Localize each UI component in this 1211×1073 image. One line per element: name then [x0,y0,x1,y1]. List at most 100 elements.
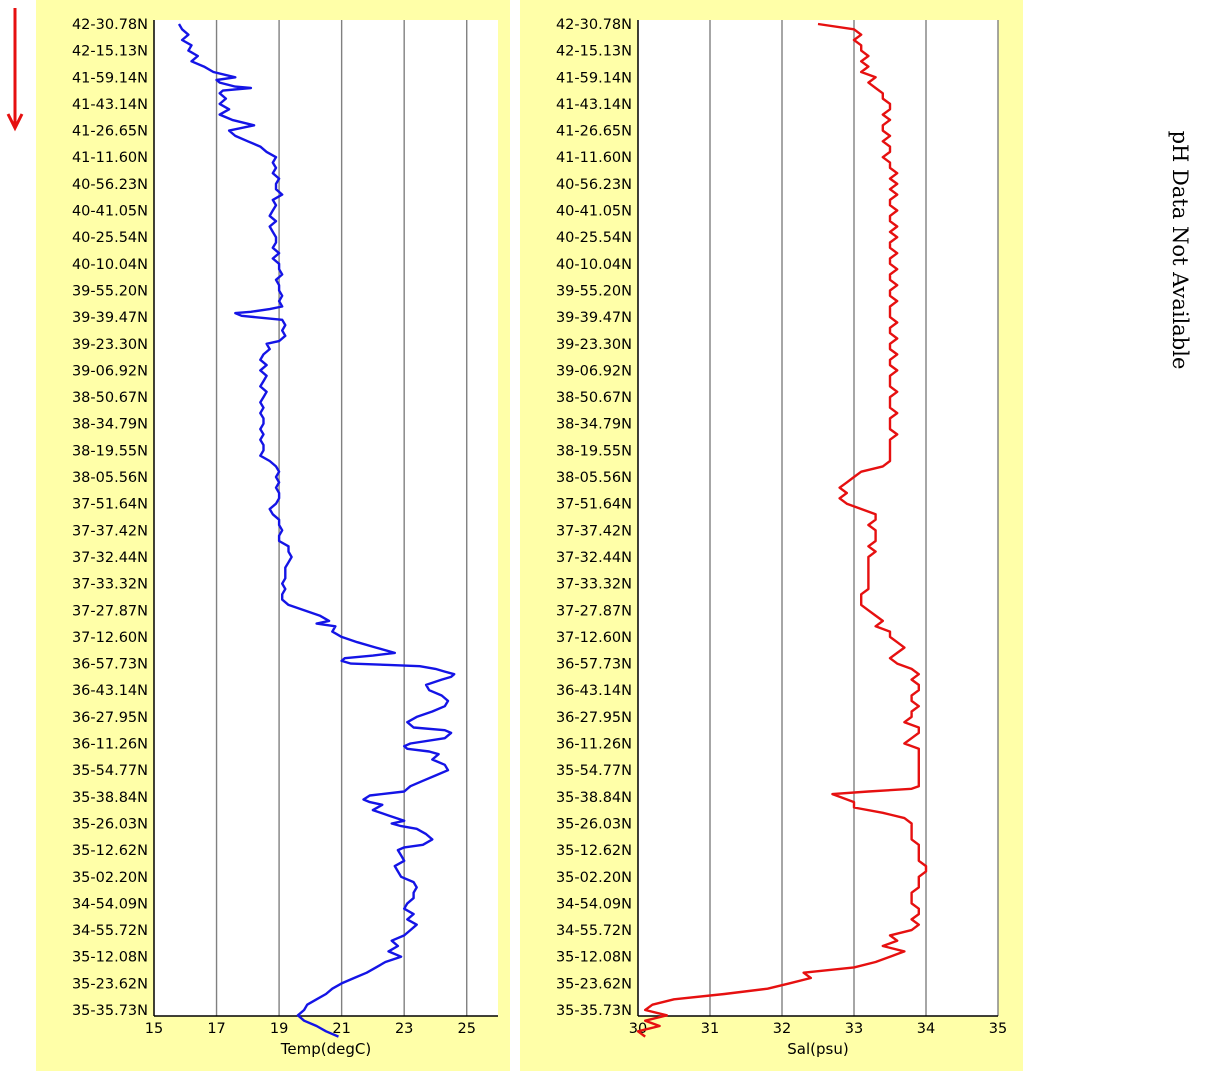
sal-y-tick-label: 39-23.30N [556,337,632,353]
sal-y-tick-label: 41-43.14N [556,97,632,113]
temp-x-tick-label: 19 [270,1021,288,1037]
sal-plot-area [638,20,998,1016]
sal-y-tick-label: 37-32.44N [556,550,632,566]
sal-y-tick-label: 35-12.08N [556,950,632,966]
sal-y-tick-label: 41-26.65N [556,124,632,140]
sal-y-tick-label: 36-43.14N [556,683,632,699]
temp-y-tick-label: 40-25.54N [72,230,148,246]
sal-x-axis-label: Sal(psu) [787,1040,848,1058]
temp-y-tick-label: 38-34.79N [72,417,148,433]
sal-y-tick-label: 35-35.73N [556,1003,632,1019]
ph-note: pH Data Not Available [1160,110,1200,400]
sal-series-line [636,22,928,1038]
sal-y-tick-label: 36-11.26N [556,737,632,753]
down-arrow-icon [6,8,24,132]
temp-y-tick-label: 35-02.20N [72,870,148,886]
sal-y-tick-label: 34-54.09N [556,896,632,912]
temp-y-tick-label: 39-39.47N [72,310,148,326]
sal-y-tick-label: 39-55.20N [556,283,632,299]
sal-y-tick-label: 38-05.56N [556,470,632,486]
temp-y-tick-label: 37-32.44N [72,550,148,566]
temp-y-tick-label: 37-51.64N [72,497,148,513]
sal-y-tick-label: 37-12.60N [556,630,632,646]
sal-y-tick-label: 38-19.55N [556,443,632,459]
temp-y-tick-label: 41-11.60N [72,150,148,166]
temp-y-tick-label: 42-15.13N [72,44,148,60]
temp-y-tick-label: 36-11.26N [72,737,148,753]
temp-y-tick-label: 35-26.03N [72,816,148,832]
sal-y-tick-label: 37-37.42N [556,523,632,539]
temp-y-tick-label: 35-35.73N [72,1003,148,1019]
temp-y-tick-label: 37-27.87N [72,603,148,619]
salinity-chart: 30 31 32 33 34 35 42-30.78N 42-15.13N 41-59.14N 4… [556,17,1007,1058]
temp-y-tick-label: 38-19.55N [72,443,148,459]
temp-y-tick-label: 37-37.42N [72,523,148,539]
sal-y-tick-label: 38-50.67N [556,390,632,406]
sal-x-tick-label: 33 [845,1021,863,1037]
sal-y-tick-label: 38-34.79N [556,417,632,433]
temperature-chart: 15 17 19 21 23 25 42-30.78N 42-15.13N 41-59.14N 4… [72,17,498,1058]
temp-x-tick-label: 17 [207,1021,225,1037]
salinity-chart-panel: 30 31 32 33 34 35 42-30.78N 42-15.13N 41-59.14N 4… [520,0,1023,1071]
sal-y-tick-label: 35-12.62N [556,843,632,859]
temp-y-tick-label: 41-26.65N [72,124,148,140]
sal-y-tick-label: 36-57.73N [556,657,632,673]
sal-y-tick-label: 40-25.54N [556,230,632,246]
temp-y-tick-label: 38-50.67N [72,390,148,406]
temp-y-tick-label: 39-23.30N [72,337,148,353]
sal-x-tick-label: 30 [629,1021,647,1037]
temp-y-tick-label: 34-54.09N [72,896,148,912]
sal-x-tick-label: 31 [701,1021,719,1037]
temp-y-tick-label: 35-54.77N [72,763,148,779]
temp-y-tick-label: 37-33.32N [72,577,148,593]
sal-y-tick-label: 37-33.32N [556,577,632,593]
temp-y-tick-label: 36-43.14N [72,683,148,699]
temp-x-tick-label: 25 [458,1021,476,1037]
temp-y-tick-label: 35-23.62N [72,976,148,992]
temperature-chart-panel: 15 17 19 21 23 25 42-30.78N 42-15.13N 41-59.14N 4… [36,0,510,1071]
sal-y-tick-label: 35-23.62N [556,976,632,992]
temp-y-tick-label: 38-05.56N [72,470,148,486]
sal-y-tick-label: 37-27.87N [556,603,632,619]
sal-y-tick-label: 35-26.03N [556,816,632,832]
sal-y-tick-label: 40-56.23N [556,177,632,193]
sal-y-tick-label: 35-02.20N [556,870,632,886]
temp-y-tick-label: 40-10.04N [72,257,148,273]
temp-y-tick-label: 35-12.62N [72,843,148,859]
temp-y-tick-label: 41-59.14N [72,70,148,86]
temp-x-tick-label: 21 [332,1021,350,1037]
temp-x-axis-label: Temp(degC) [280,1040,371,1058]
sal-y-tick-label: 37-51.64N [556,497,632,513]
sal-x-tick-label: 35 [989,1021,1007,1037]
temp-y-tick-label: 36-57.73N [72,657,148,673]
sal-y-tick-label: 42-30.78N [556,17,632,33]
sal-y-tick-label: 34-55.72N [556,923,632,939]
temp-y-tick-label: 39-55.20N [72,283,148,299]
temp-y-tick-label: 35-12.08N [72,950,148,966]
sal-y-tick-label: 41-59.14N [556,70,632,86]
sal-y-tick-label: 40-41.05N [556,204,632,220]
sal-y-tick-label: 41-11.60N [556,150,632,166]
sal-y-tick-label: 40-10.04N [556,257,632,273]
temp-y-tick-label: 39-06.92N [72,363,148,379]
sal-y-tick-label: 35-38.84N [556,790,632,806]
temp-y-tick-label: 34-55.72N [72,923,148,939]
temp-y-tick-label: 40-41.05N [72,204,148,220]
ph-note-text: pH Data Not Available [1168,130,1192,370]
temp-plot-area [154,20,498,1016]
temp-y-tick-label: 36-27.95N [72,710,148,726]
temp-y-tick-label: 40-56.23N [72,177,148,193]
temp-y-tick-label: 35-38.84N [72,790,148,806]
temp-x-tick-label: 23 [395,1021,413,1037]
sal-y-tick-label: 35-54.77N [556,763,632,779]
temp-y-tick-label: 37-12.60N [72,630,148,646]
sal-y-tick-label: 39-06.92N [556,363,632,379]
sal-y-tick-label: 42-15.13N [556,44,632,60]
temp-y-tick-label: 41-43.14N [72,97,148,113]
sal-x-tick-label: 32 [773,1021,791,1037]
sal-y-tick-label: 36-27.95N [556,710,632,726]
temp-x-tick-label: 15 [145,1021,163,1037]
sal-y-tick-label: 39-39.47N [556,310,632,326]
temp-series-line [177,23,456,1038]
temp-y-tick-label: 42-30.78N [72,17,148,33]
